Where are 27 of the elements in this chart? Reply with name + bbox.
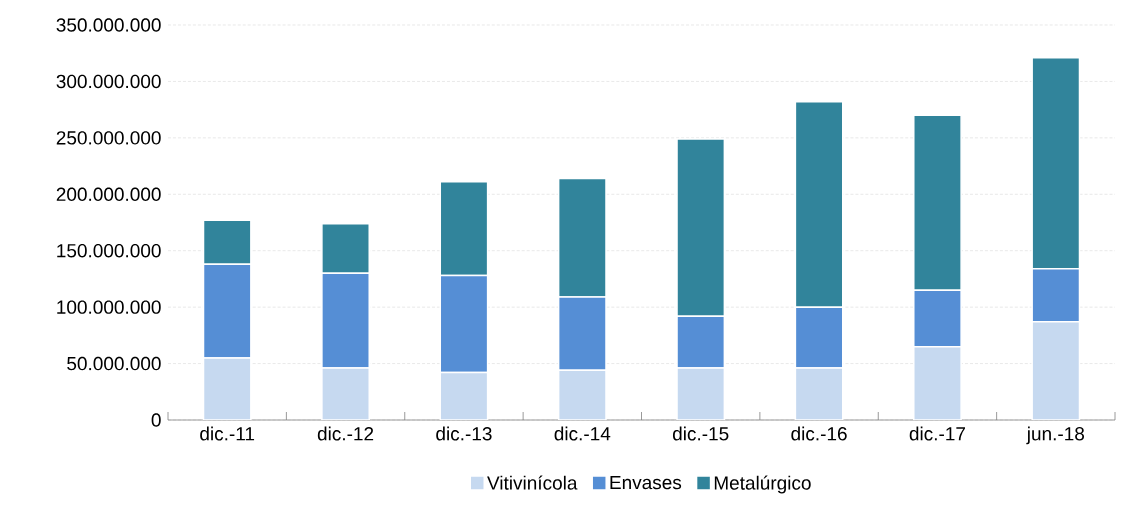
x-tick-label: jun.-18 bbox=[1026, 426, 1085, 445]
y-tick-label: 150.000.000 bbox=[57, 243, 161, 258]
bar bbox=[676, 367, 726, 420]
y-tick-label: 200.000.000 bbox=[56, 187, 161, 202]
bar bbox=[913, 345, 962, 420]
y-tick-label: 0 bbox=[151, 413, 161, 427]
bar bbox=[794, 367, 844, 420]
x-tick-label: dic.-12 bbox=[317, 426, 374, 441]
bar bbox=[557, 369, 607, 420]
bar bbox=[439, 371, 489, 420]
y-tick-label: 100.000.000 bbox=[57, 300, 161, 314]
x-tick-label: dic.-11 bbox=[200, 426, 255, 441]
x-tick-label: dic.-16 bbox=[791, 426, 847, 441]
x-tick-label: dic.-13 bbox=[436, 426, 492, 441]
legend-label: Envases bbox=[610, 475, 682, 490]
bar bbox=[1031, 321, 1081, 420]
y-tick-label: 50.000.000 bbox=[67, 356, 161, 371]
x-tick-label: dic.-15 bbox=[672, 426, 729, 441]
x-tick-label: dic.-17 bbox=[909, 426, 965, 441]
y-tick-label: 250.000.000 bbox=[56, 131, 161, 145]
y-tick-label: 350.000.000 bbox=[56, 18, 161, 32]
legend-label: Vitivinícola bbox=[487, 475, 578, 490]
bar bbox=[202, 357, 252, 420]
y-tick-label: 300.000.000 bbox=[56, 74, 161, 89]
legend-label: Metalúrgico bbox=[714, 475, 811, 494]
bar bbox=[321, 367, 370, 420]
x-tick-label: dic.-14 bbox=[554, 426, 611, 441]
